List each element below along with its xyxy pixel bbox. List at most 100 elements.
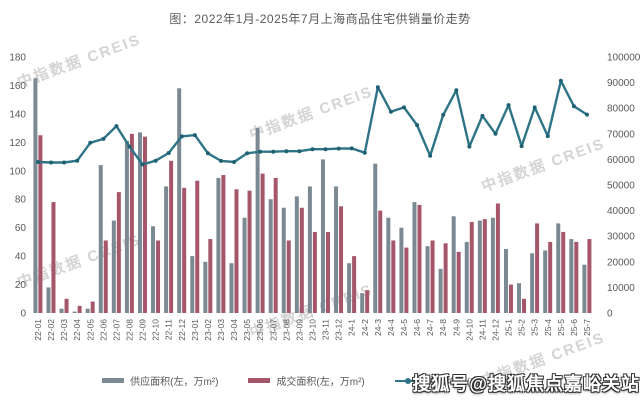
- sales-bar: [299, 207, 304, 313]
- right-axis-tick: 0: [607, 309, 613, 320]
- price-point: [205, 151, 210, 156]
- supply-bar: [530, 253, 535, 313]
- sales-bar: [312, 231, 317, 313]
- price-point: [519, 144, 524, 149]
- sales-bar: [51, 202, 56, 313]
- price-point: [75, 158, 80, 163]
- x-axis-label: 23-08: [281, 319, 291, 341]
- sales-bar: [208, 239, 213, 313]
- x-axis-label: 22-02: [46, 319, 56, 341]
- sales-bar: [273, 177, 278, 313]
- supply-bar: [268, 199, 273, 313]
- supply-bar: [438, 268, 443, 313]
- x-axis-label: 23-06: [255, 319, 265, 341]
- supply-bar: [255, 128, 260, 313]
- left-axis-tick: 20: [15, 280, 27, 291]
- x-axis-label: 24-6: [412, 319, 422, 336]
- price-point: [415, 123, 420, 128]
- price-point: [571, 104, 576, 109]
- supply-bar: [307, 186, 312, 313]
- x-axis-label: 23-05: [242, 319, 252, 341]
- price-point: [140, 162, 145, 167]
- price-point: [558, 78, 563, 83]
- x-axis-label: 22-08: [125, 319, 135, 341]
- supply-bar: [320, 159, 325, 313]
- x-axis-label: 24-12: [491, 319, 501, 341]
- price-point: [127, 144, 132, 149]
- supply-bar: [556, 223, 561, 313]
- sales-bar: [548, 241, 553, 313]
- x-axis-label: 24-2: [360, 319, 370, 336]
- left-axis-tick: 100: [9, 166, 26, 177]
- supply-bar: [503, 249, 508, 313]
- supply-swatch-icon: [102, 378, 125, 383]
- supply-bar: [151, 226, 156, 313]
- x-axis-label: 23-11: [321, 319, 331, 340]
- price-point: [349, 146, 354, 151]
- supply-bar: [569, 239, 574, 313]
- x-axis-label: 23-02: [203, 319, 213, 341]
- price-point: [480, 113, 485, 118]
- sales-bar: [456, 251, 461, 313]
- sales-bar: [156, 240, 161, 313]
- price-point: [467, 144, 472, 149]
- price-point: [114, 124, 119, 129]
- left-axis-tick: 180: [9, 53, 26, 64]
- supply-bar: [46, 287, 51, 313]
- price-point: [88, 140, 93, 145]
- supply-bar: [490, 217, 495, 313]
- x-axis-label: 22-03: [59, 319, 69, 341]
- sales-bar: [129, 133, 134, 313]
- supply-bar: [177, 88, 182, 314]
- sales-bar: [64, 298, 69, 313]
- left-axis-tick: 40: [15, 252, 27, 263]
- x-axis-label: 25-2: [517, 319, 527, 336]
- price-point: [545, 134, 550, 139]
- right-axis-tick: 20000: [607, 257, 635, 268]
- supply-bar: [72, 311, 77, 313]
- x-axis-label: 25-1: [504, 319, 514, 336]
- price-point: [49, 160, 54, 165]
- sales-bar: [195, 180, 200, 313]
- supply-bar: [464, 241, 469, 313]
- supply-bar: [294, 196, 299, 313]
- left-axis-tick: 160: [9, 81, 26, 92]
- x-axis-label: 23-10: [308, 319, 318, 341]
- price-point: [388, 109, 393, 114]
- sales-bar: [404, 247, 409, 313]
- price-point: [153, 158, 158, 163]
- sales-bar: [260, 173, 265, 313]
- right-axis-tick: 60000: [607, 155, 635, 166]
- supply-bar: [216, 177, 221, 313]
- supply-bar: [477, 220, 482, 313]
- sales-bar: [169, 160, 174, 313]
- x-axis-label: 24-10: [464, 319, 474, 341]
- x-axis-label: 24-8: [438, 319, 448, 336]
- sales-bar: [325, 231, 330, 313]
- price-point: [101, 136, 106, 141]
- x-axis-label: 25-6: [569, 319, 579, 336]
- price-point: [297, 149, 302, 154]
- sales-bar: [286, 240, 291, 313]
- price-point: [532, 105, 537, 110]
- price-point: [258, 149, 263, 154]
- x-axis-label: 24-4: [386, 319, 396, 336]
- supply-bar: [203, 261, 208, 313]
- sales-bar: [495, 203, 500, 313]
- price-point: [323, 147, 328, 152]
- supply-bar: [451, 216, 456, 313]
- legend-label-price: 成交均价(右，元/m²): [426, 377, 518, 388]
- left-axis-tick: 0: [20, 309, 26, 320]
- price-point: [166, 151, 171, 155]
- sales-bar: [535, 223, 540, 313]
- sales-bar: [182, 187, 187, 313]
- sales-bar: [561, 231, 566, 313]
- sales-bar: [221, 175, 226, 313]
- supply-bar: [98, 165, 103, 313]
- supply-bar: [412, 202, 417, 313]
- supply-bar: [360, 293, 365, 313]
- x-axis-label: 22-10: [151, 319, 161, 341]
- x-axis-label: 22-12: [177, 319, 187, 341]
- sohu-watermark: 搜狐号@搜狐焦点嘉峪关站: [412, 374, 640, 394]
